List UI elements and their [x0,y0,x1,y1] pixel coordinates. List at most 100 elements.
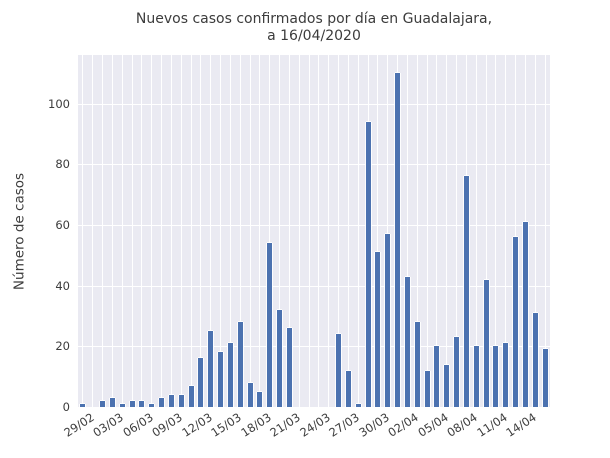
x-tick-label: 03/03 [90,410,127,440]
x-tick-label: 27/03 [326,410,363,440]
bar-10/04 [483,279,489,407]
bar-13/03 [208,331,214,407]
gridline-vertical [298,55,300,407]
x-tick-label: 11/04 [474,410,510,440]
gridline-vertical [92,55,94,407]
gridline-vertical [446,55,448,407]
gridline-vertical [357,55,359,407]
bar-09/03 [168,394,174,407]
bar-14/04 [522,221,528,407]
bar-11/03 [188,385,194,407]
x-tick-label: 18/03 [238,410,274,440]
bar-02/04 [404,276,410,407]
gridline-vertical [347,55,349,407]
bar-26/03 [336,334,342,407]
bar-06/04 [444,364,450,407]
y-tick-label: 20 [55,339,70,353]
bar-06/03 [139,400,145,407]
gridline-vertical [229,55,231,407]
gridline-vertical [151,55,153,407]
x-tick-label: 02/04 [385,410,422,440]
y-tick-label: 40 [55,279,70,293]
chart-title-line2: a 16/04/2020 [267,28,361,44]
gridline-vertical [210,55,212,407]
bar-04/03 [119,404,125,407]
x-tick-label: 24/03 [297,410,333,440]
gridline-vertical [279,55,281,407]
bar-20/03 [277,309,283,407]
gridline-vertical [190,55,192,407]
gridline-vertical [269,55,271,407]
bar-16/03 [237,322,243,407]
bar-03/04 [414,322,420,407]
gridline-horizontal [78,164,550,165]
gridline-vertical [387,55,389,407]
gridline-vertical [328,55,330,407]
bar-19/03 [267,243,273,407]
bar-09/04 [473,346,479,407]
gridline-horizontal [78,286,550,287]
gridline-vertical [170,55,172,407]
gridline-vertical [200,55,202,407]
bar-04/04 [424,370,430,407]
gridline-vertical [259,55,261,407]
bar-08/03 [159,397,165,407]
gridline-vertical [82,55,84,407]
gridline-vertical [426,55,428,407]
bar-30/03 [375,252,381,407]
bar-11/04 [493,346,499,407]
bar-31/03 [385,234,391,407]
bar-14/03 [218,352,224,407]
x-tick-label: 06/03 [120,410,156,440]
bar-12/04 [503,343,509,407]
gridline-vertical [456,55,458,407]
bar-15/04 [532,312,538,407]
y-tick-label: 60 [55,218,70,232]
gridline-vertical [495,55,497,407]
gridline-vertical [111,55,113,407]
gridline-vertical [416,55,418,407]
bar-08/04 [463,176,469,407]
x-tick-label: 15/03 [208,410,245,440]
gridline-vertical [505,55,507,407]
gridline-vertical [544,55,546,407]
gridline-horizontal [78,225,550,226]
gridline-vertical [131,55,133,407]
bar-18/03 [257,391,263,407]
bar-07/04 [454,337,460,407]
bar-29/02 [80,404,86,407]
bar-21/03 [286,328,292,407]
bar-29/03 [365,121,371,407]
y-axis-label: Número de casos [11,172,28,291]
x-tick-label: 08/04 [444,410,481,440]
gridline-vertical [141,55,143,407]
bar-03/03 [109,397,115,407]
plot-area [78,55,550,408]
gridline-vertical [338,55,340,407]
bar-02/03 [100,400,106,407]
gridline-vertical [515,55,517,407]
x-tick-label: 12/03 [179,410,215,440]
gridline-vertical [485,55,487,407]
bar-28/03 [355,404,361,407]
x-tick-label: 05/04 [415,410,451,440]
gridline-vertical [161,55,163,407]
bar-16/04 [542,349,548,407]
y-tick-label: 0 [62,400,70,414]
bar-27/03 [345,370,351,407]
gridline-vertical [239,55,241,407]
chart-title-line1: Nuevos casos confirmados por día en Guad… [135,11,493,27]
gridline-vertical [308,55,310,407]
gridline-vertical [102,55,104,407]
gridline-horizontal [78,346,550,347]
gridline-vertical [406,55,408,407]
gridline-horizontal [78,104,550,105]
bar-01/04 [395,73,401,407]
gridline-vertical [220,55,222,407]
y-tick-label: 100 [48,97,70,111]
x-tick-label: 21/03 [267,410,304,440]
gridline-vertical [180,55,182,407]
gridline-vertical [475,55,477,407]
gridline-vertical [249,55,251,407]
